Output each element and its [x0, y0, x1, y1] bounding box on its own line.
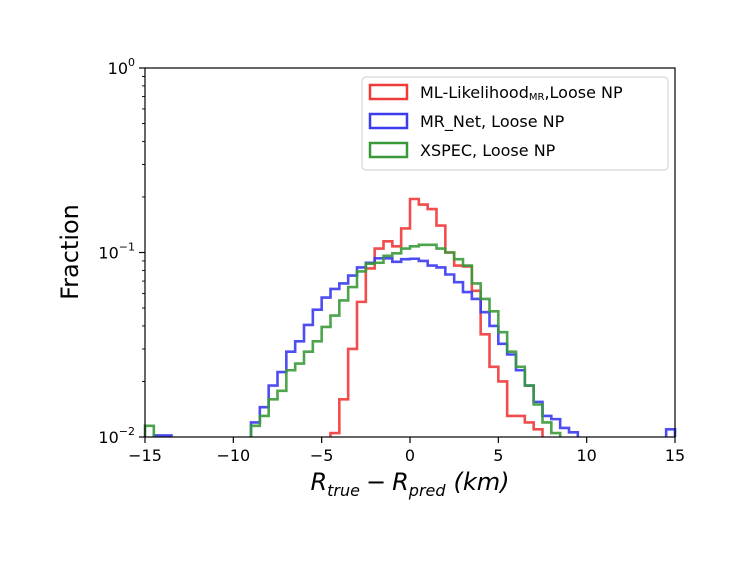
- legend-frame: [361, 76, 669, 171]
- y-tick-label: 100: [108, 56, 135, 78]
- legend-swatch-ml-likelihood: [368, 83, 409, 101]
- legend-ml-sub: MR: [529, 92, 545, 103]
- legend-label-xspec: XSPEC, Loose NP: [420, 141, 556, 160]
- x-label-unit: (km): [454, 468, 510, 496]
- legend-ml-name: ML-Likelihood: [420, 83, 529, 102]
- legend-label-mr-net: MR_Net, Loose NP: [420, 112, 565, 132]
- y-tick-label: 10−1: [98, 241, 135, 263]
- series-line-ml-likelihood: [329, 197, 544, 437]
- axes-layer: −15 −10 −5 0 5 10 15 10−2 10−1 100: [98, 56, 685, 465]
- x-label-true-sub: true: [327, 481, 360, 500]
- legend-swatch-xspec: [368, 141, 409, 159]
- series-layer: [143, 197, 677, 437]
- x-label-pred-sub: pred: [408, 481, 447, 500]
- legend-ml-suffix: ,Loose NP: [544, 83, 623, 102]
- y-tick-label: 10−2: [98, 425, 135, 447]
- x-tick-label: 10: [576, 446, 596, 465]
- x-tick-label: 15: [665, 446, 685, 465]
- y-axis-label: Fraction: [56, 204, 84, 300]
- x-tick-label: 5: [493, 446, 503, 465]
- x-tick-label: −5: [310, 446, 334, 465]
- x-tick-label: −15: [128, 446, 162, 465]
- x-label-r: R: [310, 468, 327, 496]
- legend: ML-LikelihoodMR,Loose NP MR_Net, Loose N…: [361, 76, 669, 171]
- legend-label-ml-likelihood: ML-LikelihoodMR,Loose NP: [420, 83, 623, 103]
- legend-swatch-mr-net: [368, 112, 409, 130]
- x-tick-label: 0: [405, 446, 415, 465]
- x-label-minus: −: [366, 468, 386, 496]
- series-ml-likelihood: [329, 197, 544, 437]
- x-tick-label: −10: [216, 446, 250, 465]
- x-axis-label: Rtrue − Rpred (km): [310, 468, 509, 500]
- x-label-r2: R: [392, 468, 409, 496]
